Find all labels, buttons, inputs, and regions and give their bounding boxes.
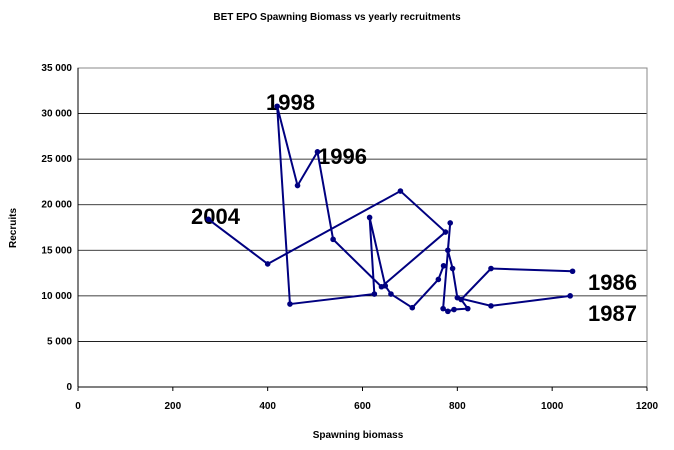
point (440, 262, 447, 269)
point (294, 182, 301, 189)
x-tick-label: 600 (354, 401, 371, 412)
point (397, 188, 404, 194)
x-tick-label: 200 (164, 401, 181, 412)
point (366, 214, 373, 221)
plot-frame (77, 67, 648, 388)
point (447, 220, 454, 226)
y-tick-label: 35 000 (41, 63, 72, 74)
chart-title: BET EPO Spawning Biomass vs yearly recru… (213, 12, 461, 23)
point (371, 291, 378, 297)
point (435, 276, 442, 283)
point (449, 265, 456, 272)
point (388, 291, 394, 297)
x-tick-label: 1000 (541, 401, 564, 412)
y-axis-label: Recruits (8, 208, 19, 248)
point (440, 305, 446, 312)
point (567, 293, 573, 299)
y-tick-label: 15 000 (41, 245, 72, 256)
point (451, 306, 457, 313)
point (274, 103, 280, 110)
point (409, 304, 416, 311)
point (488, 265, 494, 272)
point (287, 301, 293, 307)
point (445, 247, 451, 254)
y-tick-label: 25 000 (41, 154, 72, 165)
x-tick-label: 0 (75, 401, 81, 412)
point (378, 283, 385, 290)
point (445, 308, 451, 315)
point (264, 261, 271, 267)
point (442, 229, 449, 235)
point (454, 294, 461, 301)
line (207, 106, 573, 313)
point (488, 303, 494, 309)
point (569, 268, 576, 275)
annotation: 1996 (318, 144, 367, 169)
point (314, 149, 321, 155)
y-tick-label: 5 000 (47, 336, 72, 347)
annotation: 1987 (588, 301, 637, 326)
x-tick-label: 800 (449, 401, 466, 412)
y-tick-label: 30 000 (41, 109, 72, 120)
y-tick-label: 20 000 (41, 200, 72, 211)
x-axis-label: Spawning biomass (313, 430, 404, 441)
annotation: 1986 (588, 270, 637, 295)
x-tick-label: 400 (259, 401, 276, 412)
y-tick-label: 10 000 (41, 291, 72, 302)
point (330, 236, 336, 243)
point (464, 305, 471, 312)
point (205, 216, 212, 223)
y-tick-label: 0 (66, 382, 72, 393)
x-tick-label: 1200 (636, 401, 659, 412)
annotation: 1998 (266, 90, 315, 115)
